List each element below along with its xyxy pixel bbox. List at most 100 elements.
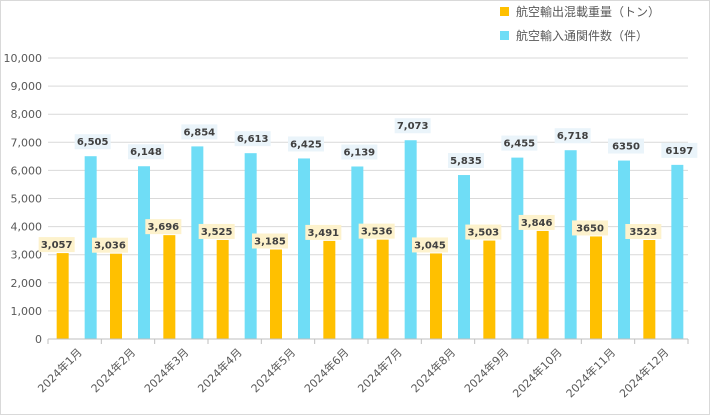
bar-export-weight (590, 236, 602, 339)
bar-export-weight (323, 240, 336, 339)
legend-label: 航空輸入通関件数（件） (516, 28, 648, 43)
data-label-export: 3,696 (148, 222, 180, 233)
data-label-export-bg (38, 237, 75, 253)
bar-import-clearance (458, 175, 470, 339)
data-label-import: 6,455 (504, 139, 536, 150)
legend-swatch (500, 7, 509, 16)
data-label-export: 3,503 (468, 228, 500, 239)
data-label-export: 3,536 (361, 227, 393, 238)
data-label-import: 6,613 (237, 134, 269, 145)
x-tick-label: 2024年6月 (301, 345, 351, 395)
data-label-import-bg (448, 153, 484, 169)
data-label-export-bg (572, 220, 608, 236)
bar-import-clearance (404, 140, 417, 339)
bar-import-clearance (511, 157, 524, 339)
bar-export-weight (643, 240, 656, 339)
bar-export-weight (376, 239, 389, 339)
bar-import-clearance (244, 153, 257, 339)
data-label-import-bg (608, 138, 644, 154)
y-axis: 0 1,000 2,000 3,000 4,000 5,000 6,000 7,000 8,00… (4, 52, 43, 346)
data-label-import-bg (234, 131, 271, 147)
y-tick-label: 0 (35, 333, 42, 346)
x-tick-label: 2024年2月 (88, 345, 138, 395)
data-label-import: 6,505 (77, 137, 109, 148)
data-label-import: 5,835 (450, 156, 482, 167)
x-tick-label: 2024年7月 (355, 345, 405, 395)
bar-export-weight (163, 235, 176, 339)
data-label-export: 3,185 (254, 237, 286, 248)
bar-import-clearance (618, 160, 630, 339)
data-label-import: 6350 (612, 142, 640, 153)
legend-label: 航空輸出混載重量（トン） (516, 4, 660, 19)
data-label-export: 3,846 (521, 218, 553, 229)
data-label-import-bg (181, 124, 218, 140)
legend: 航空輸出混載重量（トン） 航空輸入通関件数（件） (500, 4, 660, 43)
y-tick-label: 3,000 (11, 249, 43, 262)
x-tick-label: 2024年3月 (141, 345, 191, 395)
bar-import-clearance (138, 166, 150, 339)
data-label-export: 3,057 (41, 240, 73, 251)
y-tick-label: 10,000 (4, 52, 43, 65)
y-tick-label: 5,000 (11, 193, 43, 206)
data-label-import-bg (394, 118, 431, 134)
data-label-import-bg (74, 134, 111, 150)
bars (56, 140, 684, 339)
data-label-export-bg (358, 223, 395, 239)
bar-export-weight (270, 249, 282, 339)
y-tick-label: 1,000 (11, 305, 43, 318)
data-label-import-bg (554, 128, 591, 144)
bar-import-clearance (191, 146, 204, 339)
data-label-import: 6,148 (130, 147, 162, 158)
data-label-export-bg (412, 237, 448, 253)
data-label-export-bg (198, 223, 235, 239)
data-label-export-bg (92, 237, 128, 253)
data-label-import: 6,718 (557, 131, 589, 142)
x-tick-label: 2024年5月 (248, 345, 298, 395)
y-tick-label: 7,000 (11, 136, 43, 149)
data-label-export-bg (145, 219, 182, 235)
data-label-export: 3,491 (308, 228, 340, 239)
bar-import-clearance (564, 150, 577, 339)
data-label-export-bg (518, 214, 555, 230)
data-label-export: 3523 (629, 227, 657, 238)
data-label-import-bg (501, 135, 538, 151)
bar-export-weight (216, 239, 229, 339)
y-tick-label: 8,000 (11, 108, 43, 121)
data-label-export: 3,045 (414, 240, 446, 251)
y-tick-label: 2,000 (11, 277, 43, 290)
data-label-export-bg (465, 224, 502, 240)
bar-export-weight (536, 230, 549, 339)
x-tick-label: 2024年4月 (195, 345, 245, 395)
bar-import-clearance (351, 166, 364, 339)
bar-export-weight (56, 253, 69, 339)
data-label-export-bg (625, 224, 662, 240)
bar-import-clearance (298, 158, 310, 339)
data-label-import: 6,854 (184, 127, 216, 138)
x-tick-label: 2024年12月 (616, 345, 671, 400)
data-label-export-bg (305, 224, 342, 240)
data-label-import-bg (661, 142, 698, 158)
bar-import-clearance (671, 164, 684, 339)
x-tick-label: 2024年8月 (408, 345, 458, 395)
data-label-import: 6,139 (344, 147, 376, 158)
bar-export-weight (110, 253, 122, 339)
data-label-export: 3650 (576, 223, 604, 234)
legend-swatch (500, 31, 509, 40)
x-tick-label: 2024年10月 (510, 345, 565, 400)
y-tick-label: 4,000 (11, 221, 43, 234)
data-labels: 3,057 6,505 3,036 6,148 3,696 6,854 3,525 6,613… (38, 118, 698, 253)
bar-export-weight (430, 253, 442, 339)
y-tick-label: 9,000 (11, 80, 43, 93)
data-label-export: 3,525 (201, 227, 233, 238)
data-label-import-bg (288, 136, 324, 152)
x-tick-label: 2024年11月 (563, 345, 618, 400)
x-axis: 2024年1月 2024年2月 2024年3月 2024年4月 2024年5月 2024年… (35, 338, 689, 400)
data-label-import: 7,073 (397, 121, 429, 132)
data-label-export: 3,036 (94, 241, 126, 252)
data-label-import-bg (341, 144, 378, 160)
data-label-import: 6197 (665, 146, 693, 157)
data-label-export-bg (252, 233, 288, 249)
y-tick-label: 6,000 (11, 164, 43, 177)
x-tick-label: 2024年9月 (461, 345, 511, 395)
